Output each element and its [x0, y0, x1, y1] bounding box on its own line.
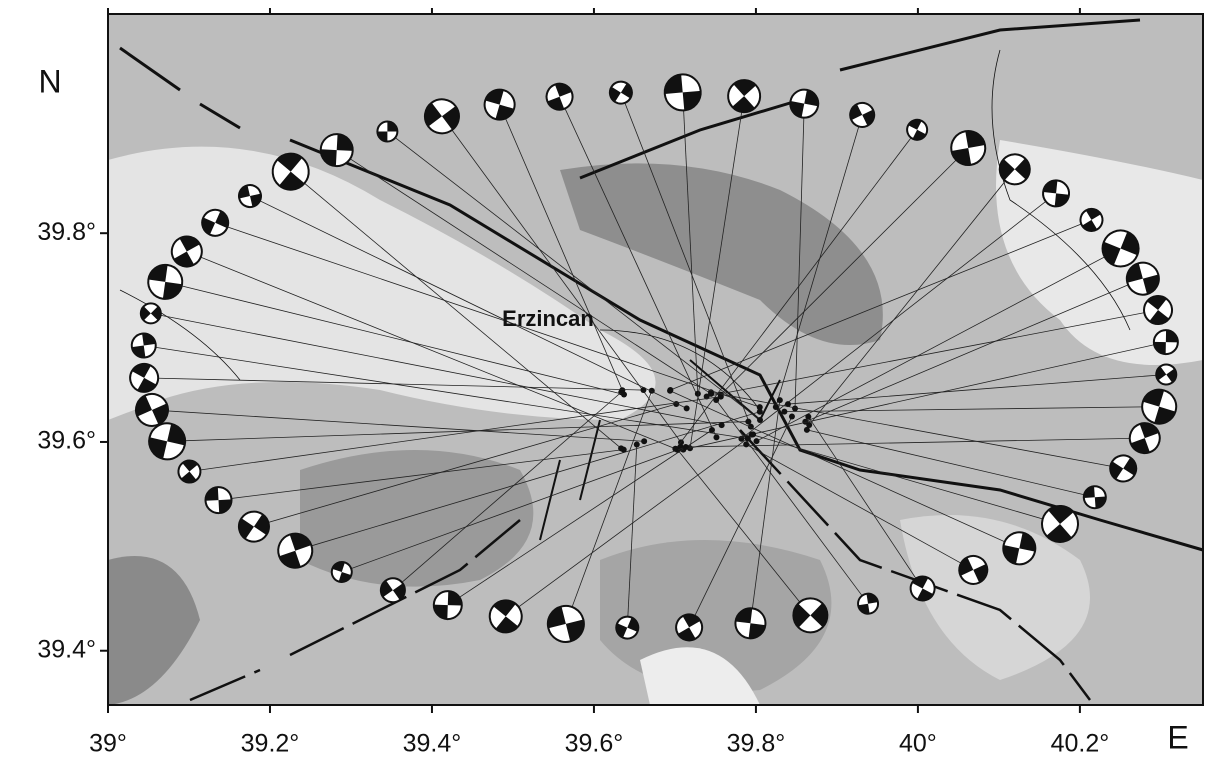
x-tick-label: 39.6°	[565, 730, 624, 758]
beach-ball	[377, 122, 397, 142]
y-tick-label: 39.8°	[37, 218, 96, 246]
epicenter	[745, 419, 751, 425]
terrain	[108, 14, 1203, 705]
epicenter	[781, 409, 787, 415]
epicenter	[748, 424, 754, 430]
epicenter	[684, 405, 690, 411]
north-label: N	[38, 63, 61, 99]
epicenter	[667, 388, 673, 394]
x-tick-label: 40.2°	[1051, 730, 1110, 758]
epicenter	[713, 434, 719, 440]
beach-ball	[1083, 485, 1106, 508]
x-tick-label: 39.2°	[241, 730, 300, 758]
x-tick-label: 39°	[89, 730, 127, 758]
epicenter	[672, 446, 678, 452]
epicenter	[750, 431, 756, 437]
epicenter	[634, 442, 640, 448]
epicenter	[757, 404, 763, 410]
beach-ball	[1154, 330, 1178, 354]
epicenter	[709, 427, 715, 433]
epicenter	[789, 414, 795, 420]
epicenter	[804, 427, 810, 433]
x-tick-label: 40°	[899, 730, 937, 758]
epicenter	[621, 392, 627, 398]
east-label: E	[1167, 719, 1188, 755]
epicenter	[805, 414, 811, 420]
epicenter	[754, 438, 760, 444]
epicenter	[683, 444, 689, 450]
y-tick-label: 39.6°	[37, 427, 96, 455]
y-tick-label: 39.4°	[37, 635, 96, 663]
epicenter	[719, 422, 725, 428]
x-tick-label: 39.8°	[727, 730, 786, 758]
x-tick-label: 39.4°	[403, 730, 462, 758]
epicenter	[640, 387, 646, 393]
epicenter	[745, 436, 751, 442]
epicenter	[618, 445, 624, 451]
place-label: Erzincan	[502, 306, 594, 331]
epicenter	[708, 391, 714, 397]
beach-ball	[205, 486, 232, 513]
epicenter	[641, 438, 647, 444]
map-figure: N E Erzincan 39° 39.2° 39.4° 39.6° 39.8° 40° 4…	[0, 0, 1206, 762]
beach-ball	[320, 133, 354, 167]
epicenter	[777, 397, 783, 403]
epicenter	[757, 417, 763, 423]
beach-ball	[433, 591, 462, 620]
epicenter	[743, 441, 749, 447]
